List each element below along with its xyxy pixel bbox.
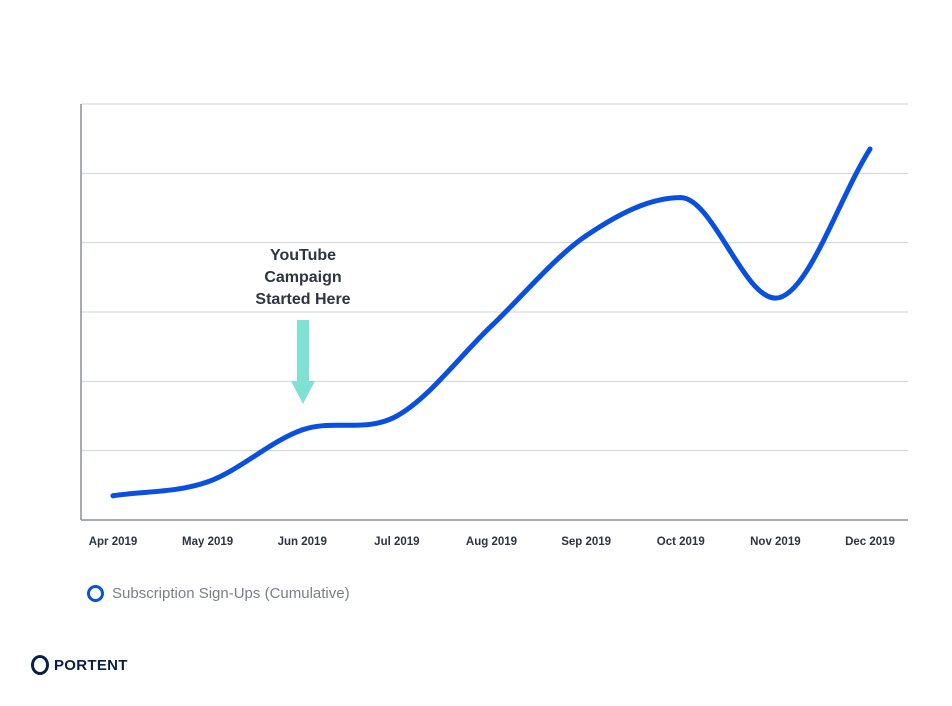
annotation-arrow-shaft <box>297 320 309 382</box>
data-point <box>583 233 589 239</box>
legend: Subscription Sign-Ups (Cumulative) <box>87 585 350 602</box>
data-point <box>299 427 305 433</box>
annotation-line-3: Started Here <box>255 291 350 308</box>
x-tick-label: Jul 2019 <box>374 536 419 548</box>
brand-logo: PORTENT <box>31 655 128 675</box>
x-tick-label: Sep 2019 <box>561 536 611 548</box>
data-points <box>110 146 873 499</box>
annotation: YouTube Campaign Started Here <box>255 247 351 404</box>
legend-swatch <box>87 585 104 602</box>
x-tick-label: Oct 2019 <box>657 536 705 548</box>
data-point <box>205 479 211 485</box>
data-point <box>394 413 400 419</box>
annotation-arrow-head <box>291 381 315 404</box>
data-point <box>772 295 778 301</box>
portent-logo-icon <box>31 655 49 675</box>
data-point <box>678 195 684 201</box>
gridlines <box>81 103 908 452</box>
x-tick-label: Apr 2019 <box>89 536 138 548</box>
data-point <box>489 323 494 329</box>
x-tick-label: May 2019 <box>182 536 233 548</box>
x-tick-label: Jun 2019 <box>278 536 327 548</box>
annotation-line-1: YouTube <box>270 247 336 264</box>
x-axis-ticks: Apr 2019 May 2019 Jun 2019 Jul 2019 Aug 2019… <box>89 536 895 548</box>
data-point <box>867 146 873 152</box>
series-line <box>110 146 873 499</box>
legend-label: Subscription Sign-Ups (Cumulative) <box>112 585 350 602</box>
x-tick-label: Nov 2019 <box>750 536 801 548</box>
x-tick-label: Dec 2019 <box>845 536 895 548</box>
annotation-line-2: Campaign <box>264 269 341 286</box>
x-tick-label: Aug 2019 <box>466 536 517 548</box>
brand-name: PORTENT <box>54 656 128 674</box>
data-point <box>110 493 116 499</box>
